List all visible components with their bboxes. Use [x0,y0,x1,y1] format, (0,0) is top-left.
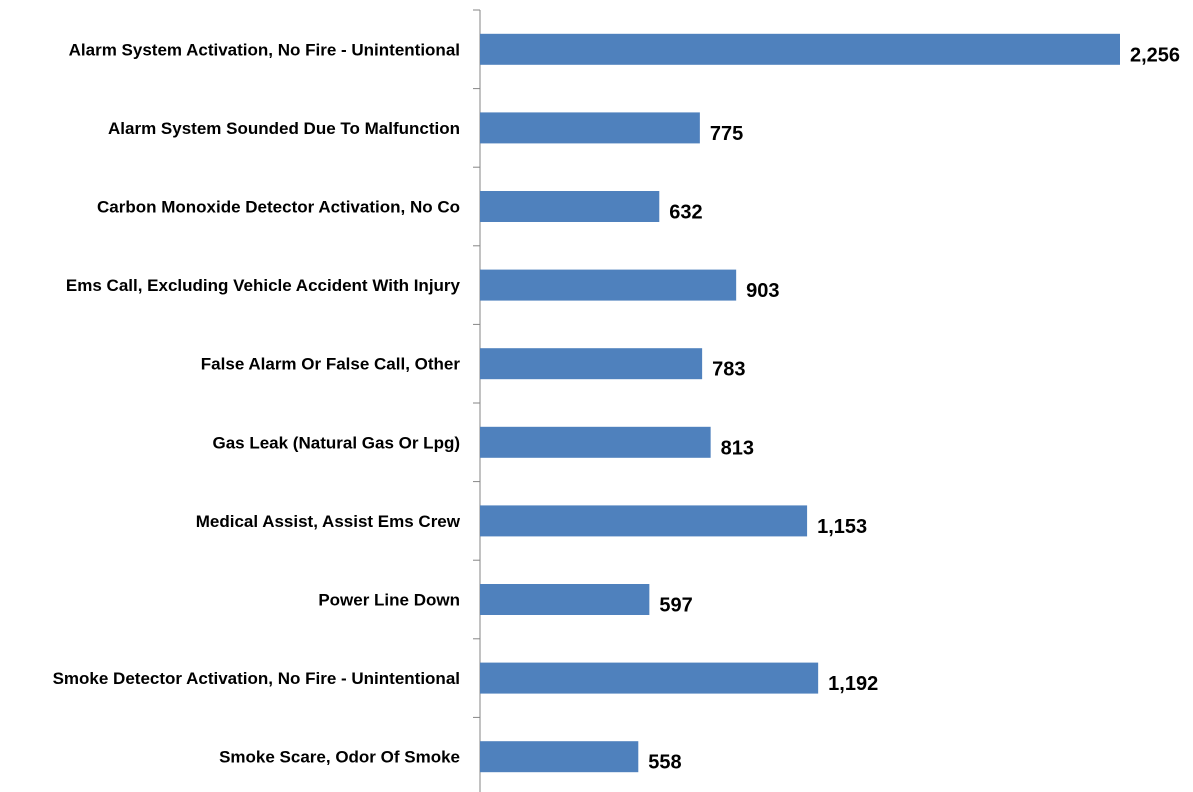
value-label-ems-call-excluding-vehicle-accident-with-injury: 903 [746,280,779,302]
value-label-alarm-system-activation-no-fire-unintentional: 2,256 [1130,44,1180,66]
value-label-smoke-detector-activation-no-fire-unintentional: 1,192 [828,673,878,695]
value-labels: 2,256 775 632 903 783 813 1,153 597 1,192 558 [648,44,1180,773]
category-label-smoke-scare-odor-of-smoke: Smoke Scare, Odor Of Smoke [219,748,460,767]
category-labels: Alarm System Activation, No Fire - Unint… [53,40,461,766]
category-label-ems-call-excluding-vehicle-accident-with-injury: Ems Call, Excluding Vehicle Accident Wit… [66,276,461,295]
y-axis-ticks [473,9,480,718]
bar-smoke-detector-activation-no-fire-unintentional [480,662,819,694]
category-label-gas-leak-natural-gas-or-lpg: Gas Leak (Natural Gas Or Lpg) [212,433,460,452]
bars-group [480,33,1120,773]
value-label-smoke-scare-odor-of-smoke: 558 [648,752,681,774]
value-label-false-alarm-or-false-call-other: 783 [712,359,745,381]
category-label-power-line-down: Power Line Down [318,591,460,610]
category-label-smoke-detector-activation-no-fire-unintentional: Smoke Detector Activation, No Fire - Uni… [53,669,460,688]
value-label-medical-assist-assist-ems-crew: 1,153 [817,516,867,538]
bar-alarm-system-sounded-due-to-malfunction [480,112,700,144]
value-label-alarm-system-sounded-due-to-malfunction: 775 [710,123,743,145]
bar-alarm-system-activation-no-fire-unintentional [480,33,1120,65]
category-label-false-alarm-or-false-call-other: False Alarm Or False Call, Other [201,355,461,374]
bar-medical-assist-assist-ems-crew [480,505,808,537]
value-label-carbon-monoxide-detector-activation-no-co: 632 [669,202,702,224]
bar-carbon-monoxide-detector-activation-no-co [480,191,660,222]
bar-ems-call-excluding-vehicle-accident-with-injury [480,269,737,301]
bar-power-line-down [480,584,650,615]
bar-false-alarm-or-false-call-other [480,348,703,380]
bar-gas-leak-natural-gas-or-lpg [480,426,711,458]
category-label-alarm-system-sounded-due-to-malfunction: Alarm System Sounded Due To Malfunction [108,119,460,138]
bar-smoke-scare-odor-of-smoke [480,741,639,773]
category-label-medical-assist-assist-ems-crew: Medical Assist, Assist Ems Crew [196,512,461,531]
value-label-power-line-down: 597 [659,595,692,617]
category-label-carbon-monoxide-detector-activation-no-co: Carbon Monoxide Detector Activation, No … [97,198,460,217]
value-label-gas-leak-natural-gas-or-lpg: 813 [721,437,754,459]
category-label-alarm-system-activation-no-fire-unintentional: Alarm System Activation, No Fire - Unint… [69,40,460,59]
